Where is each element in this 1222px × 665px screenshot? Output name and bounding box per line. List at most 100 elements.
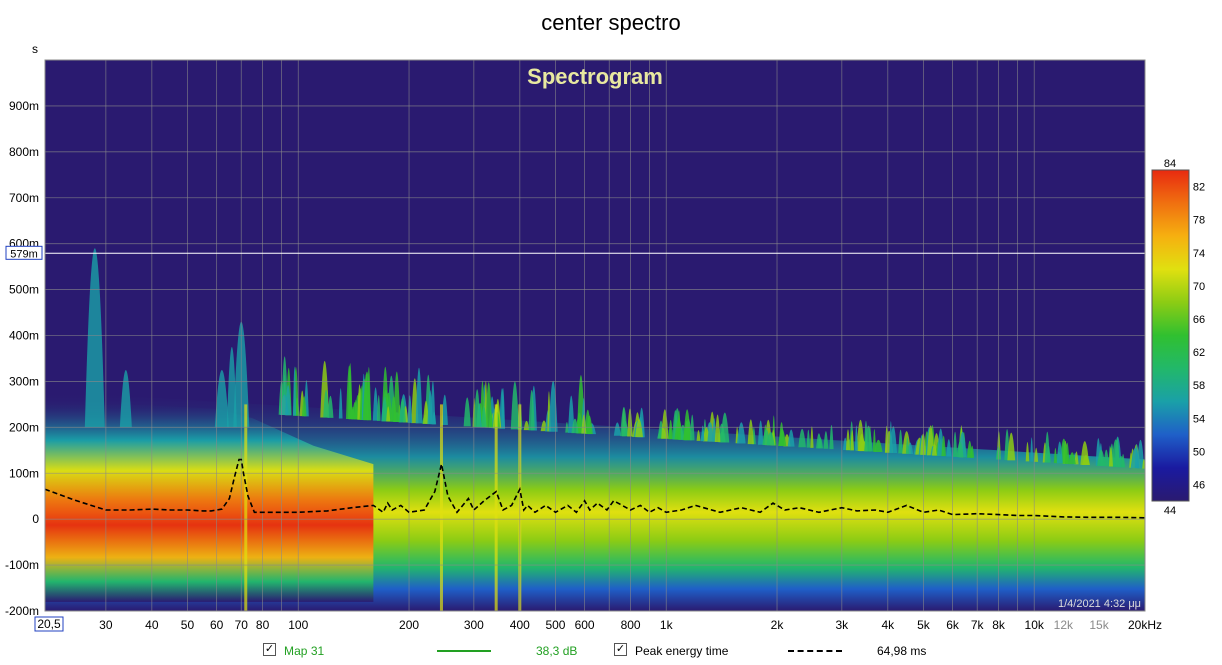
color-scale-tick-label: 50 [1193, 446, 1205, 458]
energy-spike [931, 444, 937, 456]
color-scale-max: 84 [1164, 158, 1176, 170]
legend-label-2: Peak energy time [635, 644, 729, 658]
x-tick-label: 60 [210, 618, 224, 632]
energy-spike [366, 366, 372, 421]
energy-spike [347, 363, 353, 420]
energy-spike [338, 388, 343, 419]
color-scale-tick-label: 46 [1193, 479, 1205, 491]
resonance-ridge [244, 404, 248, 611]
energy-spike [285, 384, 292, 416]
energy-spike [423, 400, 429, 424]
energy-spike [905, 437, 909, 454]
peak-energy-line [44, 458, 1146, 519]
x-tick-label: 15k [1089, 618, 1109, 632]
y-tick-label: -100m [5, 558, 39, 572]
energy-spike [874, 439, 883, 453]
energy-spike [386, 406, 391, 422]
energy-spike [946, 439, 952, 457]
y-tick-label: 400m [9, 329, 39, 343]
color-scale-tick-label: 82 [1193, 182, 1205, 194]
y-tick-label: 100m [9, 466, 39, 480]
energy-spike [1082, 455, 1091, 466]
energy-spike [850, 429, 854, 451]
color-scale-tick-label: 66 [1193, 314, 1205, 326]
color-scale-tick-label: 54 [1193, 413, 1205, 425]
legend-value-1: 38,3 dB [536, 644, 578, 658]
energy-spike [1103, 449, 1110, 467]
resonance-ridge [439, 404, 443, 611]
energy-spike [1108, 447, 1113, 467]
x-tick-label: 20kHz [1128, 618, 1162, 632]
energy-spike [787, 429, 795, 447]
color-scale-bar [1151, 169, 1190, 502]
energy-spike [898, 429, 903, 454]
x-tick-label: 300 [464, 618, 484, 632]
energy-spike [854, 425, 858, 451]
energy-spike [581, 414, 587, 434]
energy-spike [816, 433, 822, 449]
x-tick-label: 8k [992, 618, 1006, 632]
y-tick-label: 900m [9, 99, 39, 113]
time-cursor-label: 579m [5, 245, 43, 260]
grid [45, 60, 1146, 612]
y-tick-label: 300m [9, 374, 39, 388]
x-axis: 20,5 30 40 50 60 70 80 100 200 300 400 500 600 800 1k 2… [34, 616, 1162, 632]
legend-label-1: Мар 31 [284, 644, 325, 658]
energy-spike [1121, 454, 1125, 468]
energy-spike [323, 389, 329, 418]
energy-spike [747, 419, 754, 445]
x-tick-label: 6k [946, 618, 960, 632]
x-tick-label: 5k [917, 618, 931, 632]
color-scale-tick-label: 70 [1193, 281, 1205, 293]
energy-spike [613, 422, 621, 436]
energy-spike [627, 408, 633, 437]
x-tick-label: 7k [971, 618, 985, 632]
energy-spike [1130, 447, 1140, 469]
energy-plume [226, 346, 237, 428]
x-tick-label: 40 [145, 618, 159, 632]
energy-spike [523, 420, 530, 431]
energy-spike [823, 431, 829, 449]
energy-spike [701, 425, 705, 442]
time-cursor-value: 579m [10, 248, 38, 260]
energy-spike [970, 445, 975, 458]
energy-spike [766, 431, 775, 446]
energy-spike [1099, 456, 1105, 466]
energy-spike [677, 410, 681, 440]
color-scale-min: 44 [1164, 505, 1176, 517]
x-tick-label: 20,5 [37, 617, 61, 631]
energy-spike [829, 424, 834, 450]
y-tick-label: 800m [9, 145, 39, 159]
x-tick-label: 1k [660, 618, 674, 632]
energy-spike [806, 429, 811, 448]
y-tick-label: 0 [32, 512, 39, 526]
energy-spike [941, 435, 946, 457]
energy-spike [292, 366, 297, 416]
x-tick-label: 30 [99, 618, 113, 632]
y-axis-unit: s [32, 42, 38, 56]
energy-spike [872, 428, 877, 452]
energy-spike [1068, 452, 1076, 465]
resonance-ridge [494, 404, 498, 611]
color-scale-tick-label: 74 [1193, 248, 1205, 260]
energy-spike [1142, 459, 1145, 469]
legend-value-2: 64,98 ms [877, 644, 927, 658]
energy-spike [1056, 441, 1063, 464]
energy-spike [1046, 445, 1051, 463]
energy-plume [119, 369, 132, 428]
energy-spike [661, 409, 669, 439]
energy-spike [778, 429, 787, 447]
y-tick-label: 200m [9, 420, 39, 434]
legend-checkbox-2[interactable]: ✓ [614, 643, 627, 656]
energy-plume [84, 248, 105, 428]
energy-spike [1030, 437, 1034, 462]
color-scale-tick-label: 62 [1193, 347, 1205, 359]
timestamp: 1/4/2021 4:32 μμ [1058, 598, 1141, 610]
energy-spike [696, 430, 701, 441]
x-tick-label: 50 [181, 618, 195, 632]
energy-spike [1007, 432, 1016, 461]
energy-spike [376, 395, 381, 421]
legend-checkbox-1[interactable]: ✓ [263, 643, 276, 656]
y-tick-label: 500m [9, 283, 39, 297]
energy-spike [798, 428, 806, 448]
